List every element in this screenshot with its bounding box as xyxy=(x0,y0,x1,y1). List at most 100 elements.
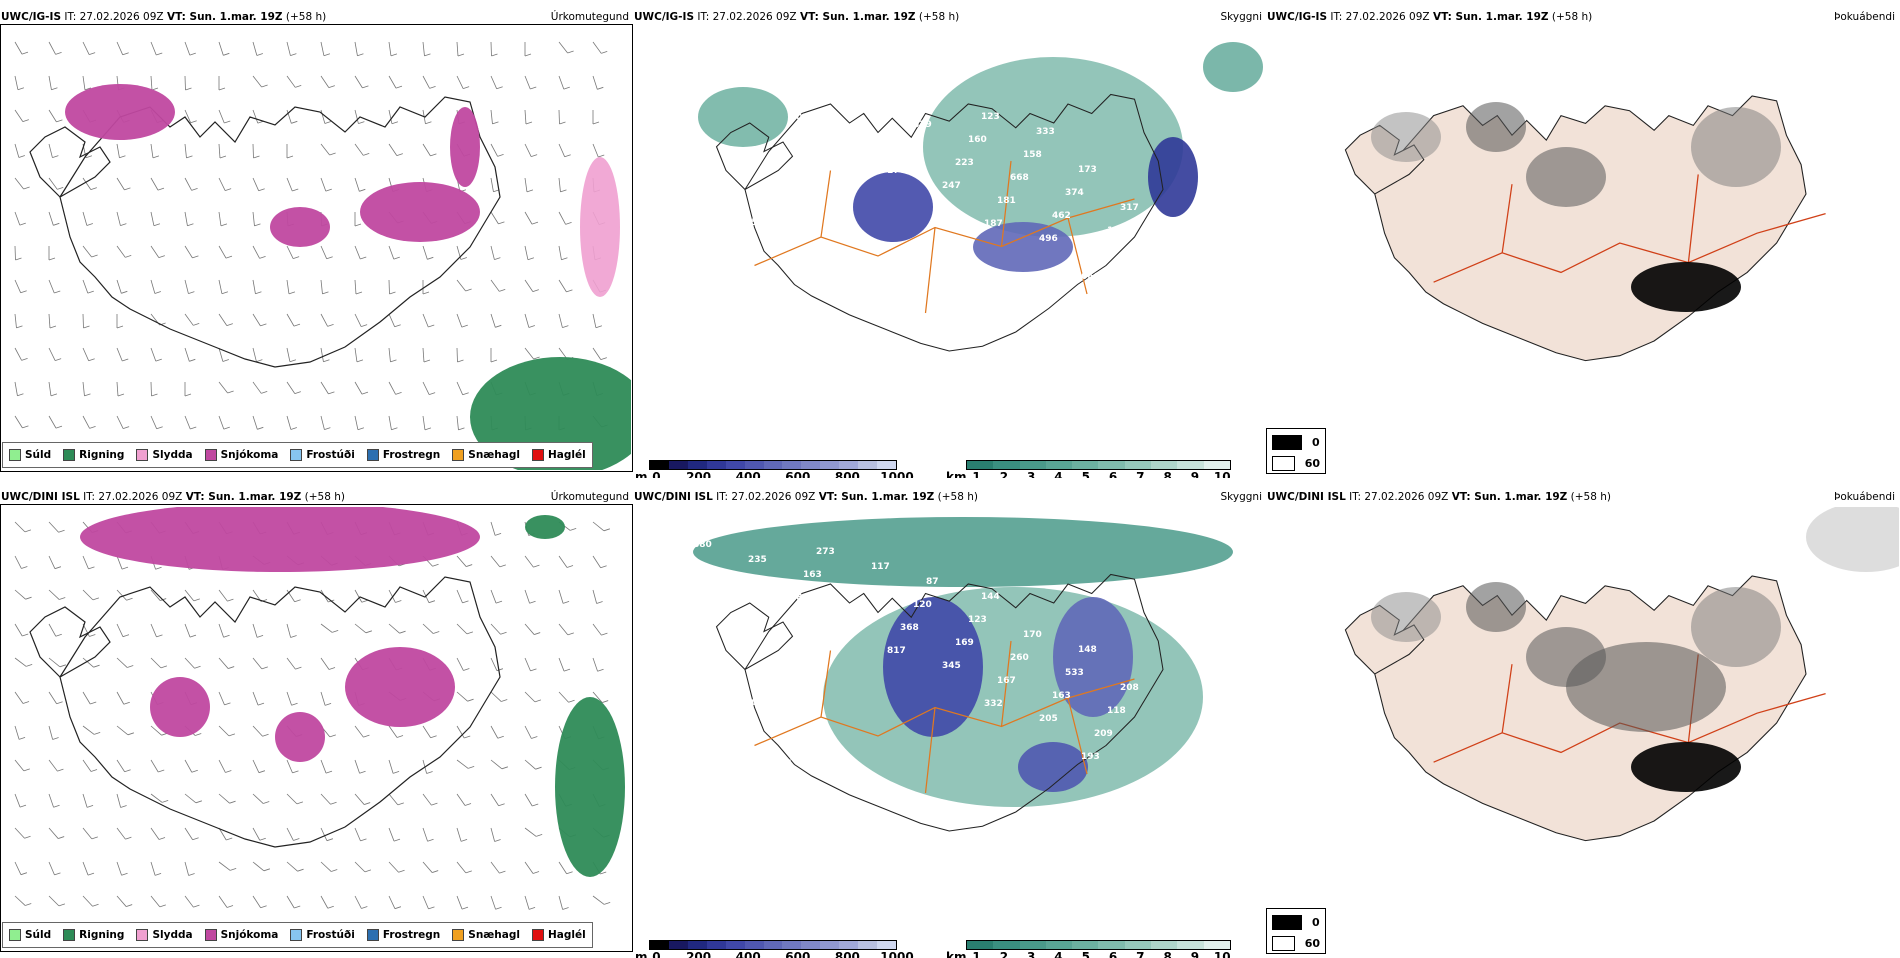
value-label: 260 xyxy=(1010,653,1029,663)
panel-header: UWC/DINI ISL IT: 27.02.2026 09Z VT: Sun.… xyxy=(634,491,978,503)
value-label: 234 xyxy=(816,67,835,77)
field-area xyxy=(1691,587,1781,667)
legend-label: Slydda xyxy=(152,449,192,461)
precip-type-panel: UWC/DINI ISL IT: 27.02.2026 09Z VT: Sun.… xyxy=(0,488,633,958)
value-label: 176 xyxy=(887,166,906,176)
lead-time: (+58 h) xyxy=(916,11,960,23)
map-canvas xyxy=(0,507,631,950)
map-canvas xyxy=(1266,507,1899,907)
cloud-base-area xyxy=(853,172,933,242)
colorbar-tick: 1000 xyxy=(880,470,913,478)
legend-label: Snæhagl xyxy=(468,449,520,461)
colorbar-tick: 4 xyxy=(1054,950,1062,958)
value-label: 666 xyxy=(1081,272,1100,282)
legend-swatch xyxy=(452,929,464,941)
rain-area xyxy=(525,515,565,539)
value-label: 334 xyxy=(732,241,751,251)
value-label: 195 xyxy=(845,608,864,618)
snow-area xyxy=(150,677,210,737)
map-canvas xyxy=(0,27,631,470)
value-label: 533 xyxy=(1065,668,1084,678)
value-label: 169 xyxy=(955,638,974,648)
value-label: 187 xyxy=(984,219,1003,229)
value-label: 101 xyxy=(774,759,793,769)
fog-indicator-panel: UWC/DINI ISL IT: 27.02.2026 09Z VT: Sun.… xyxy=(1266,488,1899,958)
valid-time: VT: Sun. 1.mar. 19Z xyxy=(800,11,916,23)
colorbar-tick: 5 xyxy=(1082,950,1090,958)
legend-swatch xyxy=(9,449,21,461)
panel-title: Þokuábendi xyxy=(1834,491,1895,503)
legend-swatch xyxy=(63,929,75,941)
legend-label: Frostregn xyxy=(383,929,440,941)
value-label: 87 xyxy=(884,309,897,319)
colorbar-tick: 6 xyxy=(1109,950,1117,958)
legend-label: Snjókoma xyxy=(221,929,279,941)
model-name: UWC/DINI ISL xyxy=(1267,491,1346,503)
value-label: 418 xyxy=(842,271,861,281)
value-label: 668 xyxy=(1010,173,1029,183)
value-label: 298 xyxy=(732,721,751,731)
legend-swatch xyxy=(9,929,21,941)
value-label: 496 xyxy=(1039,234,1058,244)
legend-item: Frostregn xyxy=(367,449,440,461)
legend-label: Haglél xyxy=(548,929,586,941)
colorbar-tick: 5 xyxy=(1082,470,1090,478)
lead-time: (+58 h) xyxy=(934,491,978,503)
legend-item: Slydda xyxy=(136,449,192,461)
value-label: 113 xyxy=(939,74,958,84)
value-label: 148 xyxy=(1078,645,1097,655)
value-label: 529 xyxy=(803,90,822,100)
colorbar-tick: 400 xyxy=(736,950,761,958)
init-time: IT: 27.02.2026 09Z xyxy=(694,11,800,23)
legend-label: Súld xyxy=(25,929,51,941)
value-label: 173 xyxy=(1078,165,1097,175)
legend-swatch xyxy=(205,929,217,941)
legend-item: Rigning xyxy=(63,929,124,941)
value-label: 167 xyxy=(997,676,1016,686)
model-name: UWC/IG-IS xyxy=(634,11,694,23)
snow-area xyxy=(450,107,480,187)
value-label: 181 xyxy=(997,196,1016,206)
valid-time: VT: Sun. 1.mar. 19Z xyxy=(186,491,302,503)
value-label: 208 xyxy=(1120,683,1139,693)
colorbar-tick: 1 xyxy=(972,950,980,958)
legend-item: Rigning xyxy=(63,449,124,461)
value-label: 87 xyxy=(926,577,939,587)
value-label: 209 xyxy=(829,774,848,784)
fog-legend-swatch xyxy=(1272,435,1302,450)
value-label: 190 xyxy=(1107,226,1126,236)
legend-label: Haglél xyxy=(548,449,586,461)
panel-header: UWC/DINI ISL IT: 27.02.2026 09Z VT: Sun.… xyxy=(1,491,345,503)
fog-legend-swatch xyxy=(1272,456,1295,471)
legend-label: Frostúði xyxy=(306,929,354,941)
snow-area xyxy=(65,84,175,140)
value-label: 254 xyxy=(745,218,764,228)
fog-legend-row: 60 xyxy=(1272,936,1320,951)
legend-item: Haglél xyxy=(532,449,586,461)
legend-label: Slydda xyxy=(152,929,192,941)
fog-legend-row: 60 xyxy=(1272,456,1320,471)
panel-header: UWC/DINI ISL IT: 27.02.2026 09Z VT: Sun.… xyxy=(1267,491,1611,503)
fog-legend-swatch xyxy=(1272,915,1302,930)
value-label: 345 xyxy=(942,661,961,671)
panel-header: UWC/IG-IS IT: 27.02.2026 09Z VT: Sun. 1.… xyxy=(634,11,959,23)
value-label: 163 xyxy=(803,570,822,580)
value-label: 145 xyxy=(871,82,890,92)
init-time: IT: 27.02.2026 09Z xyxy=(61,11,167,23)
legend-item: Haglél xyxy=(532,929,586,941)
value-label: 86 xyxy=(884,789,897,799)
sleet-area xyxy=(580,157,620,297)
colorbar-tick: 7 xyxy=(1136,470,1144,478)
value-label: 119 xyxy=(719,264,738,274)
value-label: 851 xyxy=(748,75,767,85)
legend-item: Súld xyxy=(9,929,51,941)
value-label: 205 xyxy=(1039,714,1058,724)
fog-legend-swatch xyxy=(1272,936,1295,951)
snow-area xyxy=(80,507,480,572)
value-label: 120 xyxy=(913,600,932,610)
value-label: 304 xyxy=(706,287,725,297)
colorbar-tick: 600 xyxy=(785,950,810,958)
colorbar-tick: 8 xyxy=(1163,950,1171,958)
